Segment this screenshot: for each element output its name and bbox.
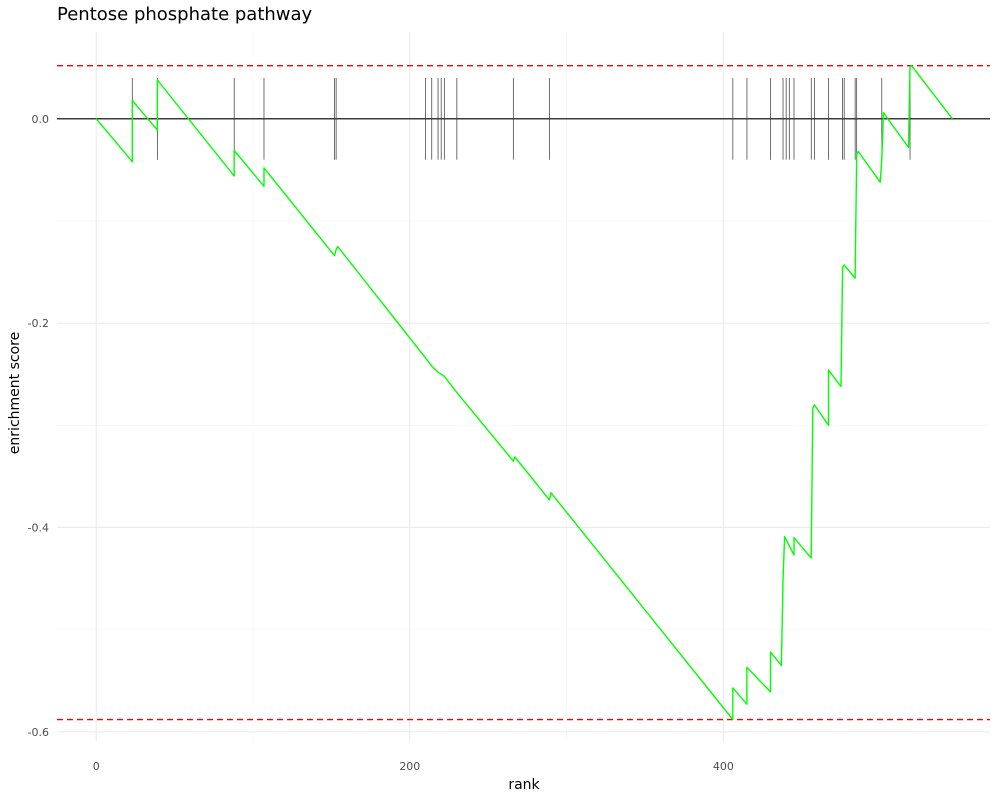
reference-lines xyxy=(57,65,990,721)
series xyxy=(95,64,953,721)
y-tick-label: -0.2 xyxy=(28,317,49,330)
x-axis-title: rank xyxy=(508,777,540,793)
chart-title: Pentose phosphate pathway xyxy=(57,4,313,25)
y-tick-label: -0.6 xyxy=(28,726,49,739)
x-tick-label: 200 xyxy=(399,760,420,773)
x-tick-label: 400 xyxy=(713,760,734,773)
y-axis-ticks: 0.0 -0.2 -0.4 -0.6 xyxy=(28,113,49,739)
enrichment-score-line xyxy=(95,64,953,721)
y-tick-label: 0.0 xyxy=(32,113,50,126)
x-axis-ticks: 0 200 400 xyxy=(93,760,734,773)
hit-ticks xyxy=(131,77,911,160)
x-tick-label: 0 xyxy=(93,760,100,773)
grid xyxy=(57,32,990,742)
y-axis-title: enrichment score xyxy=(7,332,23,454)
y-tick-label: -0.4 xyxy=(28,521,49,534)
